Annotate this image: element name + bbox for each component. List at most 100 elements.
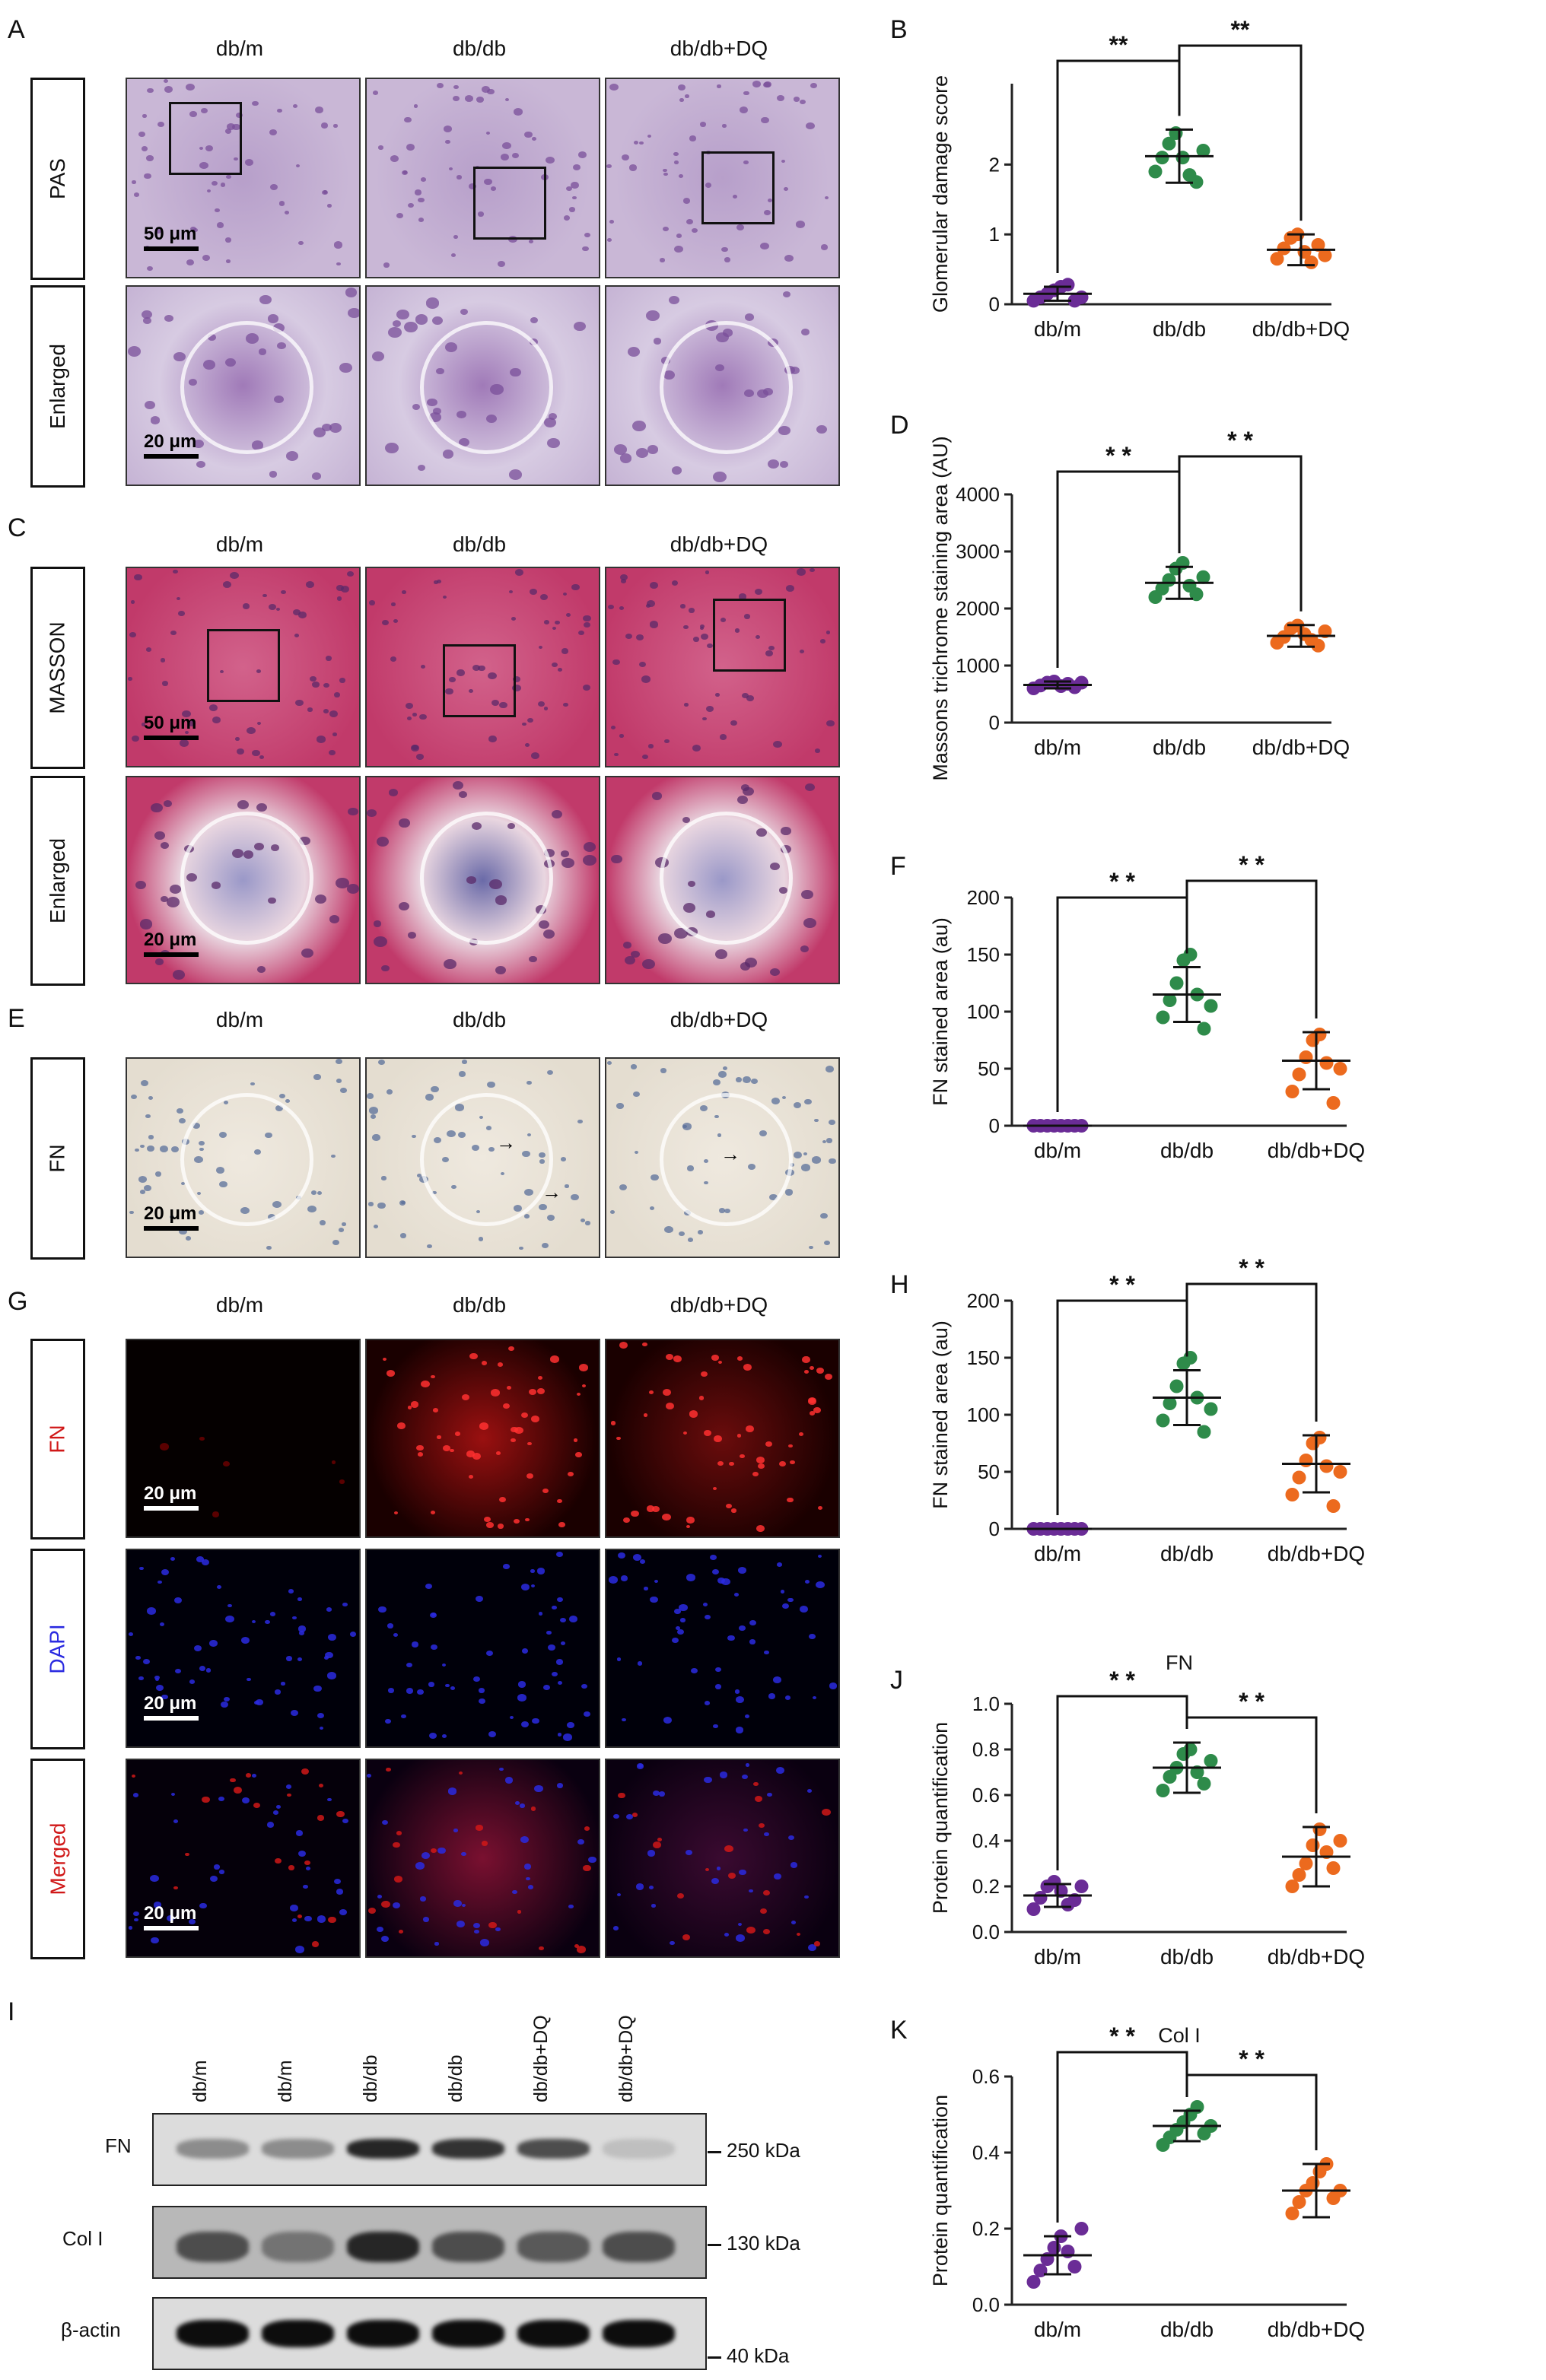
wb-marker-label: 40 kDa <box>727 2344 790 2367</box>
scale-bar: 20 μm <box>144 1483 199 1511</box>
data-point <box>1333 1465 1347 1479</box>
x-tick-label: db/db <box>1153 736 1206 759</box>
micrograph-pas-2 <box>365 78 600 278</box>
col-head-g-1: db/m <box>215 1293 264 1317</box>
significance-bracket <box>1056 59 1181 274</box>
data-point <box>1326 1499 1341 1513</box>
micrograph-fn-ihc-2: → → <box>365 1057 600 1258</box>
data-point <box>1183 1743 1198 1756</box>
data-point <box>1033 1891 1048 1905</box>
col-head-a-3: db/db+DQ <box>670 37 768 60</box>
data-point <box>1326 1096 1341 1110</box>
data-point <box>1026 1902 1041 1916</box>
data-point <box>1285 1085 1299 1098</box>
panel-letter-b: B <box>890 15 908 44</box>
data-point <box>1204 1754 1218 1768</box>
scale-bar: 20 μm <box>144 431 199 459</box>
data-point <box>1163 993 1177 1007</box>
y-tick-label: 0.2 <box>972 1875 1000 1898</box>
significance-label: ** <box>1231 16 1250 43</box>
y-tick-label: 1 <box>989 223 1000 246</box>
data-point <box>1074 290 1089 304</box>
data-point <box>1306 2176 1320 2190</box>
wb-band <box>517 2320 590 2347</box>
x-tick-label: db/db <box>1160 1945 1214 1969</box>
data-point <box>1292 1868 1306 1882</box>
row-label-merged: Merged <box>30 1759 85 1959</box>
wb-band <box>262 2320 334 2347</box>
x-tick-label: db/db <box>1160 1139 1214 1162</box>
scale-bar-label: 20 μm <box>144 929 197 950</box>
y-axis-label: FN stained area (au) <box>929 1320 952 1509</box>
col-head-c-3: db/db+DQ <box>670 532 768 556</box>
micrograph-pas-enlarged-1: 20 μm <box>126 285 361 486</box>
row-label-pas: PAS <box>30 78 85 280</box>
data-point <box>1197 1777 1211 1791</box>
micrograph-masson-enlarged-3 <box>605 776 840 984</box>
wb-lane-label: db/m <box>275 2060 296 2102</box>
y-tick-label: 3000 <box>956 540 1000 563</box>
wb-lane-label: db/m <box>189 2060 211 2102</box>
y-tick-label: 2000 <box>956 597 1000 620</box>
wb-blot-2 <box>152 2297 707 2370</box>
y-axis-label: FN stained area (au) <box>929 917 952 1106</box>
wb-marker-label: 250 kDa <box>727 2139 800 2162</box>
x-tick-label: db/m <box>1034 317 1081 341</box>
x-tick-label: db/m <box>1034 1542 1081 1565</box>
data-point <box>1156 1010 1170 1025</box>
data-point <box>1319 1056 1334 1070</box>
data-point <box>1183 948 1198 961</box>
col-head-a-1: db/m <box>215 37 264 60</box>
y-tick-label: 0.6 <box>972 1784 1000 1806</box>
y-tick-label: 0 <box>989 1517 1000 1540</box>
data-point <box>1074 2222 1089 2235</box>
y-tick-label: 0 <box>989 711 1000 734</box>
scale-bar-label: 20 μm <box>144 431 197 452</box>
wb-row-label: Col I <box>62 2227 103 2250</box>
data-point <box>1311 638 1325 653</box>
roi-box <box>207 629 280 702</box>
scale-bar-label: 50 μm <box>144 224 197 244</box>
micrograph-fn-ihc-3: → <box>605 1057 840 1258</box>
x-tick-label: db/db+DQ <box>1268 2318 1365 2341</box>
scale-bar: 20 μm <box>144 929 199 957</box>
x-tick-label: db/db+DQ <box>1252 736 1350 759</box>
roi-box <box>169 102 242 175</box>
y-tick-label: 150 <box>967 943 1000 966</box>
data-point <box>1285 1488 1299 1501</box>
panel-letter-e: E <box>8 1004 25 1033</box>
y-tick-label: 0.6 <box>972 2065 1000 2088</box>
data-point <box>1067 2260 1082 2274</box>
y-tick-label: 100 <box>967 1403 1000 1426</box>
panel-letter-g: G <box>8 1287 28 1316</box>
y-tick-label: 50 <box>978 1460 1000 1483</box>
row-label-enlarged-masson: Enlarged <box>30 776 85 986</box>
data-point <box>1061 278 1075 292</box>
y-tick-label: 2 <box>989 153 1000 176</box>
data-point <box>1148 164 1163 179</box>
col-head-c-1: db/m <box>215 532 264 556</box>
significance-bracket <box>1056 470 1181 668</box>
wb-lane-label: db/db <box>445 2054 466 2102</box>
col-head-e-1: db/m <box>215 1008 264 1031</box>
x-tick-label: db/m <box>1034 2318 1081 2341</box>
micrograph-masson-1: 50 μm <box>126 567 361 767</box>
roi-box <box>473 167 546 240</box>
y-tick-label: 0.8 <box>972 1738 1000 1761</box>
row-label-masson: MASSON <box>30 567 85 769</box>
x-tick-label: db/db+DQ <box>1268 1945 1365 1969</box>
data-point <box>1292 1470 1306 1485</box>
data-point <box>1285 2207 1299 2220</box>
scale-bar-label: 20 μm <box>144 1203 197 1224</box>
y-axis-label: Glomerular damage score <box>929 75 952 313</box>
y-tick-label: 0.2 <box>972 2217 1000 2240</box>
data-point <box>1204 1402 1218 1416</box>
wb-lane-label: db/db <box>360 2054 381 2102</box>
wb-blot-0 <box>152 2113 707 2186</box>
micrograph-dapi-3 <box>605 1549 840 1748</box>
x-tick-label: db/db <box>1153 317 1206 341</box>
chart-f-fn-stained-area: 0 50 100 150 200 FN stained area (au) db/m db/d… <box>929 851 1365 1162</box>
significance-label: * * <box>1239 2045 1264 2073</box>
data-point <box>1026 2275 1041 2289</box>
micrograph-pas-enlarged-2 <box>365 285 600 486</box>
